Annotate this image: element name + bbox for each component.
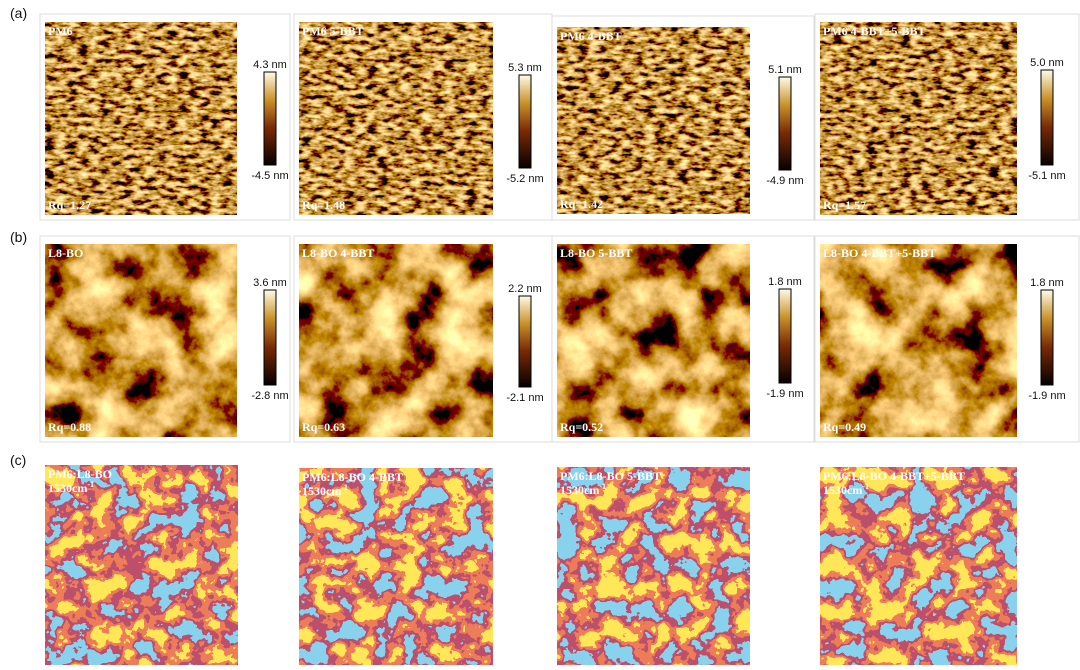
- colorbar-max: 5.3 nm: [508, 62, 542, 74]
- colorbar-min: -2.8 nm: [251, 390, 288, 402]
- rq-label: Rq=0.63: [302, 420, 345, 434]
- colorbar-min: -1.9 nm: [766, 388, 803, 400]
- colorbar-max: 5.0 nm: [1030, 57, 1064, 69]
- colorbar-max: 1.8 nm: [1030, 277, 1064, 289]
- panel-label: (c): [10, 452, 26, 468]
- micrograph: [45, 22, 237, 215]
- colorbar: [518, 295, 532, 388]
- wavenumber: 1530cm-1: [560, 482, 606, 497]
- image-title: PM6: [48, 24, 73, 38]
- colorbar-min: -2.1 nm: [506, 392, 543, 404]
- micrograph: [820, 22, 1017, 215]
- colorbar-min: -5.1 nm: [1028, 170, 1065, 182]
- wavenumber-exponent: -1: [87, 480, 94, 489]
- wavenumber-value: 1530cm: [302, 484, 341, 498]
- colorbar-max: 3.6 nm: [253, 277, 287, 289]
- micrograph: [820, 467, 1017, 665]
- micrograph: [299, 468, 493, 665]
- rq-label: Rq=0.88: [48, 420, 91, 434]
- wavenumber: 1530cm-1: [302, 483, 348, 498]
- rq-label: Rq=1.48: [302, 198, 345, 212]
- panel-label: (b): [10, 229, 27, 245]
- image-title: PM6:L8-BO 4-BBT+5-BBT: [823, 469, 965, 483]
- micrograph: [557, 27, 750, 214]
- rq-label: Rq=1.57: [823, 198, 866, 212]
- colorbar: [263, 289, 277, 386]
- colorbar: [518, 74, 532, 169]
- micrograph: [299, 22, 493, 215]
- wavenumber-value: 1530cm: [48, 481, 87, 495]
- colorbar-max: 5.1 nm: [768, 64, 802, 76]
- colorbar: [263, 71, 277, 166]
- rq-label: Rq=1.27: [48, 198, 91, 212]
- rq-label: Rq=0.49: [823, 420, 866, 434]
- colorbar-min: -4.5 nm: [251, 170, 288, 182]
- image-title: L8-BO 4-BBT: [302, 246, 374, 260]
- frames: [39, 13, 1080, 443]
- wavenumber-value: 1530cm: [560, 483, 599, 497]
- image-title: PM6 4-BBT+5-BBT: [823, 24, 926, 38]
- colorbar-min: -4.9 nm: [766, 175, 803, 187]
- image-title: PM6 4-BBT: [560, 29, 622, 43]
- micrograph: [557, 467, 750, 665]
- wavenumber-exponent: -1: [599, 482, 606, 491]
- image-title: PM6 5-BBT: [302, 24, 364, 38]
- micrograph: [557, 244, 750, 437]
- image-title: L8-BO 5-BBT: [560, 246, 632, 260]
- wavenumber-exponent: -1: [341, 483, 348, 492]
- colorbar: [1040, 289, 1054, 386]
- wavenumber-exponent: -1: [862, 482, 869, 491]
- image-title: L8-BO 4-BBT+5-BBT: [823, 246, 936, 260]
- image-title: PM6:L8-BO 4-BBT: [302, 470, 403, 484]
- colorbar-min: -5.2 nm: [506, 173, 543, 185]
- colorbar-min: -1.9 nm: [1028, 390, 1065, 402]
- colorbar-max: 2.2 nm: [508, 283, 542, 295]
- wavenumber: 1530cm-1: [48, 480, 94, 495]
- micrograph: [820, 244, 1017, 437]
- colorbar-max: 4.3 nm: [253, 59, 287, 71]
- rq-label: Rq=1.42: [560, 197, 603, 211]
- image-title: PM6:L8-BO 5-BBT: [560, 469, 661, 483]
- image-title: PM6:L8-BO: [48, 467, 112, 481]
- image-title: L8-BO: [48, 246, 83, 260]
- wavenumber-value: 1530cm: [823, 483, 862, 497]
- micrograph: [45, 465, 238, 665]
- colorbar-max: 1.8 nm: [768, 276, 802, 288]
- micrograph: [299, 244, 493, 437]
- colorbar: [778, 288, 792, 384]
- rq-label: Rq=0.52: [560, 420, 603, 434]
- panel-label: (a): [10, 5, 27, 21]
- colorbar: [778, 76, 792, 171]
- micrograph: [45, 244, 237, 437]
- colorbar: [1040, 69, 1054, 166]
- wavenumber: 1530cm-1: [823, 482, 869, 497]
